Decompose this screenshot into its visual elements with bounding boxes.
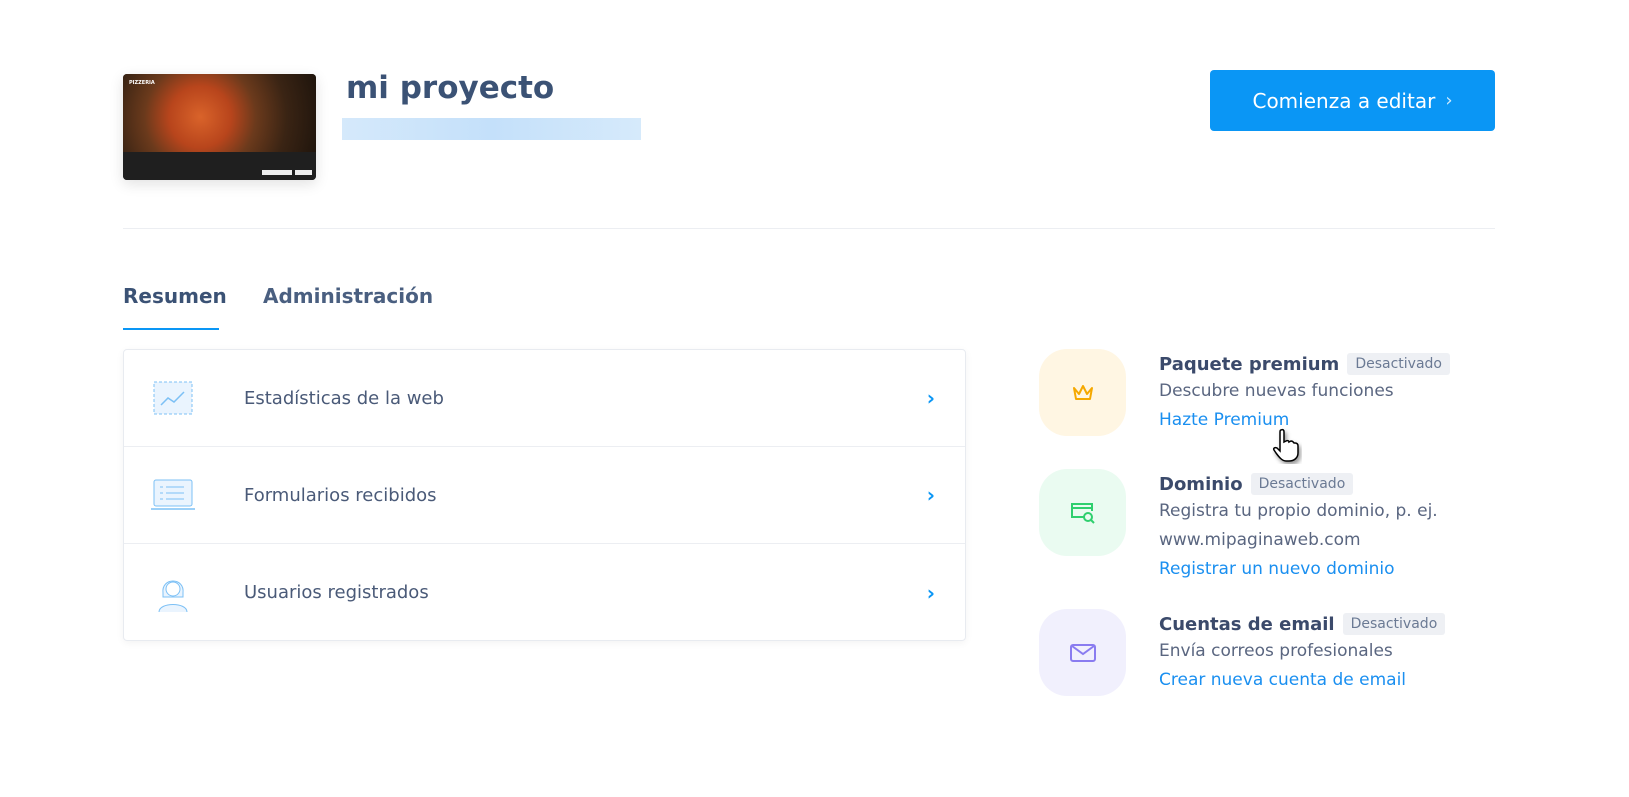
thumbnail-button bbox=[295, 170, 312, 175]
list-item-forms[interactable]: Formularios recibidos › bbox=[124, 447, 965, 544]
list-item-label: Usuarios registrados bbox=[244, 582, 429, 603]
project-url-placeholder bbox=[342, 118, 641, 140]
list-item-users[interactable]: Usuarios registrados › bbox=[124, 544, 965, 641]
feature-title: Paquete premium bbox=[1159, 353, 1340, 375]
feature-title: Dominio bbox=[1159, 473, 1243, 495]
list-item-label: Estadísticas de la web bbox=[244, 387, 444, 409]
cookie-bar bbox=[123, 152, 316, 180]
chevron-right-icon: › bbox=[1445, 90, 1453, 111]
feature-title: Cuentas de email bbox=[1159, 613, 1335, 635]
feature-description: Descubre nuevas funciones bbox=[1159, 381, 1394, 401]
chevron-right-icon: › bbox=[926, 580, 935, 605]
chevron-right-icon: › bbox=[926, 483, 935, 507]
active-tab-indicator bbox=[123, 328, 219, 330]
chart-icon bbox=[148, 381, 198, 415]
form-icon bbox=[148, 479, 198, 511]
hand-cursor-icon bbox=[1272, 428, 1302, 468]
crown-icon bbox=[1039, 349, 1126, 436]
list-item-label: Formularios recibidos bbox=[244, 484, 437, 506]
status-badge: Desactivado bbox=[1250, 473, 1354, 495]
list-item-statistics[interactable]: Estadísticas de la web › bbox=[124, 350, 965, 447]
divider bbox=[123, 228, 1495, 229]
feature-description: Registra tu propio dominio, p. ej. bbox=[1159, 501, 1438, 521]
thumbnail-logo: PIZZERIA bbox=[129, 80, 155, 86]
thumbnail-button bbox=[262, 170, 292, 175]
domain-search-icon bbox=[1039, 469, 1126, 556]
tab-resumen[interactable]: Resumen bbox=[123, 284, 227, 308]
status-badge: Desactivado bbox=[1347, 353, 1450, 375]
start-editing-label: Comienza a editar bbox=[1252, 88, 1436, 113]
summary-list: Estadísticas de la web › Formularios rec… bbox=[123, 349, 966, 641]
get-premium-link[interactable]: Hazte Premium bbox=[1159, 410, 1290, 430]
tab-administracion[interactable]: Administración bbox=[263, 284, 434, 308]
project-title: mi proyecto bbox=[346, 70, 555, 106]
project-thumbnail[interactable]: PIZZERIA bbox=[123, 74, 316, 180]
pizza-image bbox=[123, 74, 316, 152]
start-editing-button[interactable]: Comienza a editar › bbox=[1210, 70, 1495, 131]
create-email-link[interactable]: Crear nueva cuenta de email bbox=[1159, 670, 1407, 690]
status-badge: Desactivado bbox=[1342, 613, 1446, 635]
feature-description: Envía correos profesionales bbox=[1159, 641, 1393, 661]
user-icon bbox=[148, 573, 198, 613]
feature-description: www.mipaginaweb.com bbox=[1159, 530, 1361, 550]
register-domain-link[interactable]: Registrar un nuevo dominio bbox=[1159, 559, 1395, 579]
chevron-right-icon: › bbox=[926, 386, 935, 410]
mail-icon bbox=[1039, 609, 1126, 696]
